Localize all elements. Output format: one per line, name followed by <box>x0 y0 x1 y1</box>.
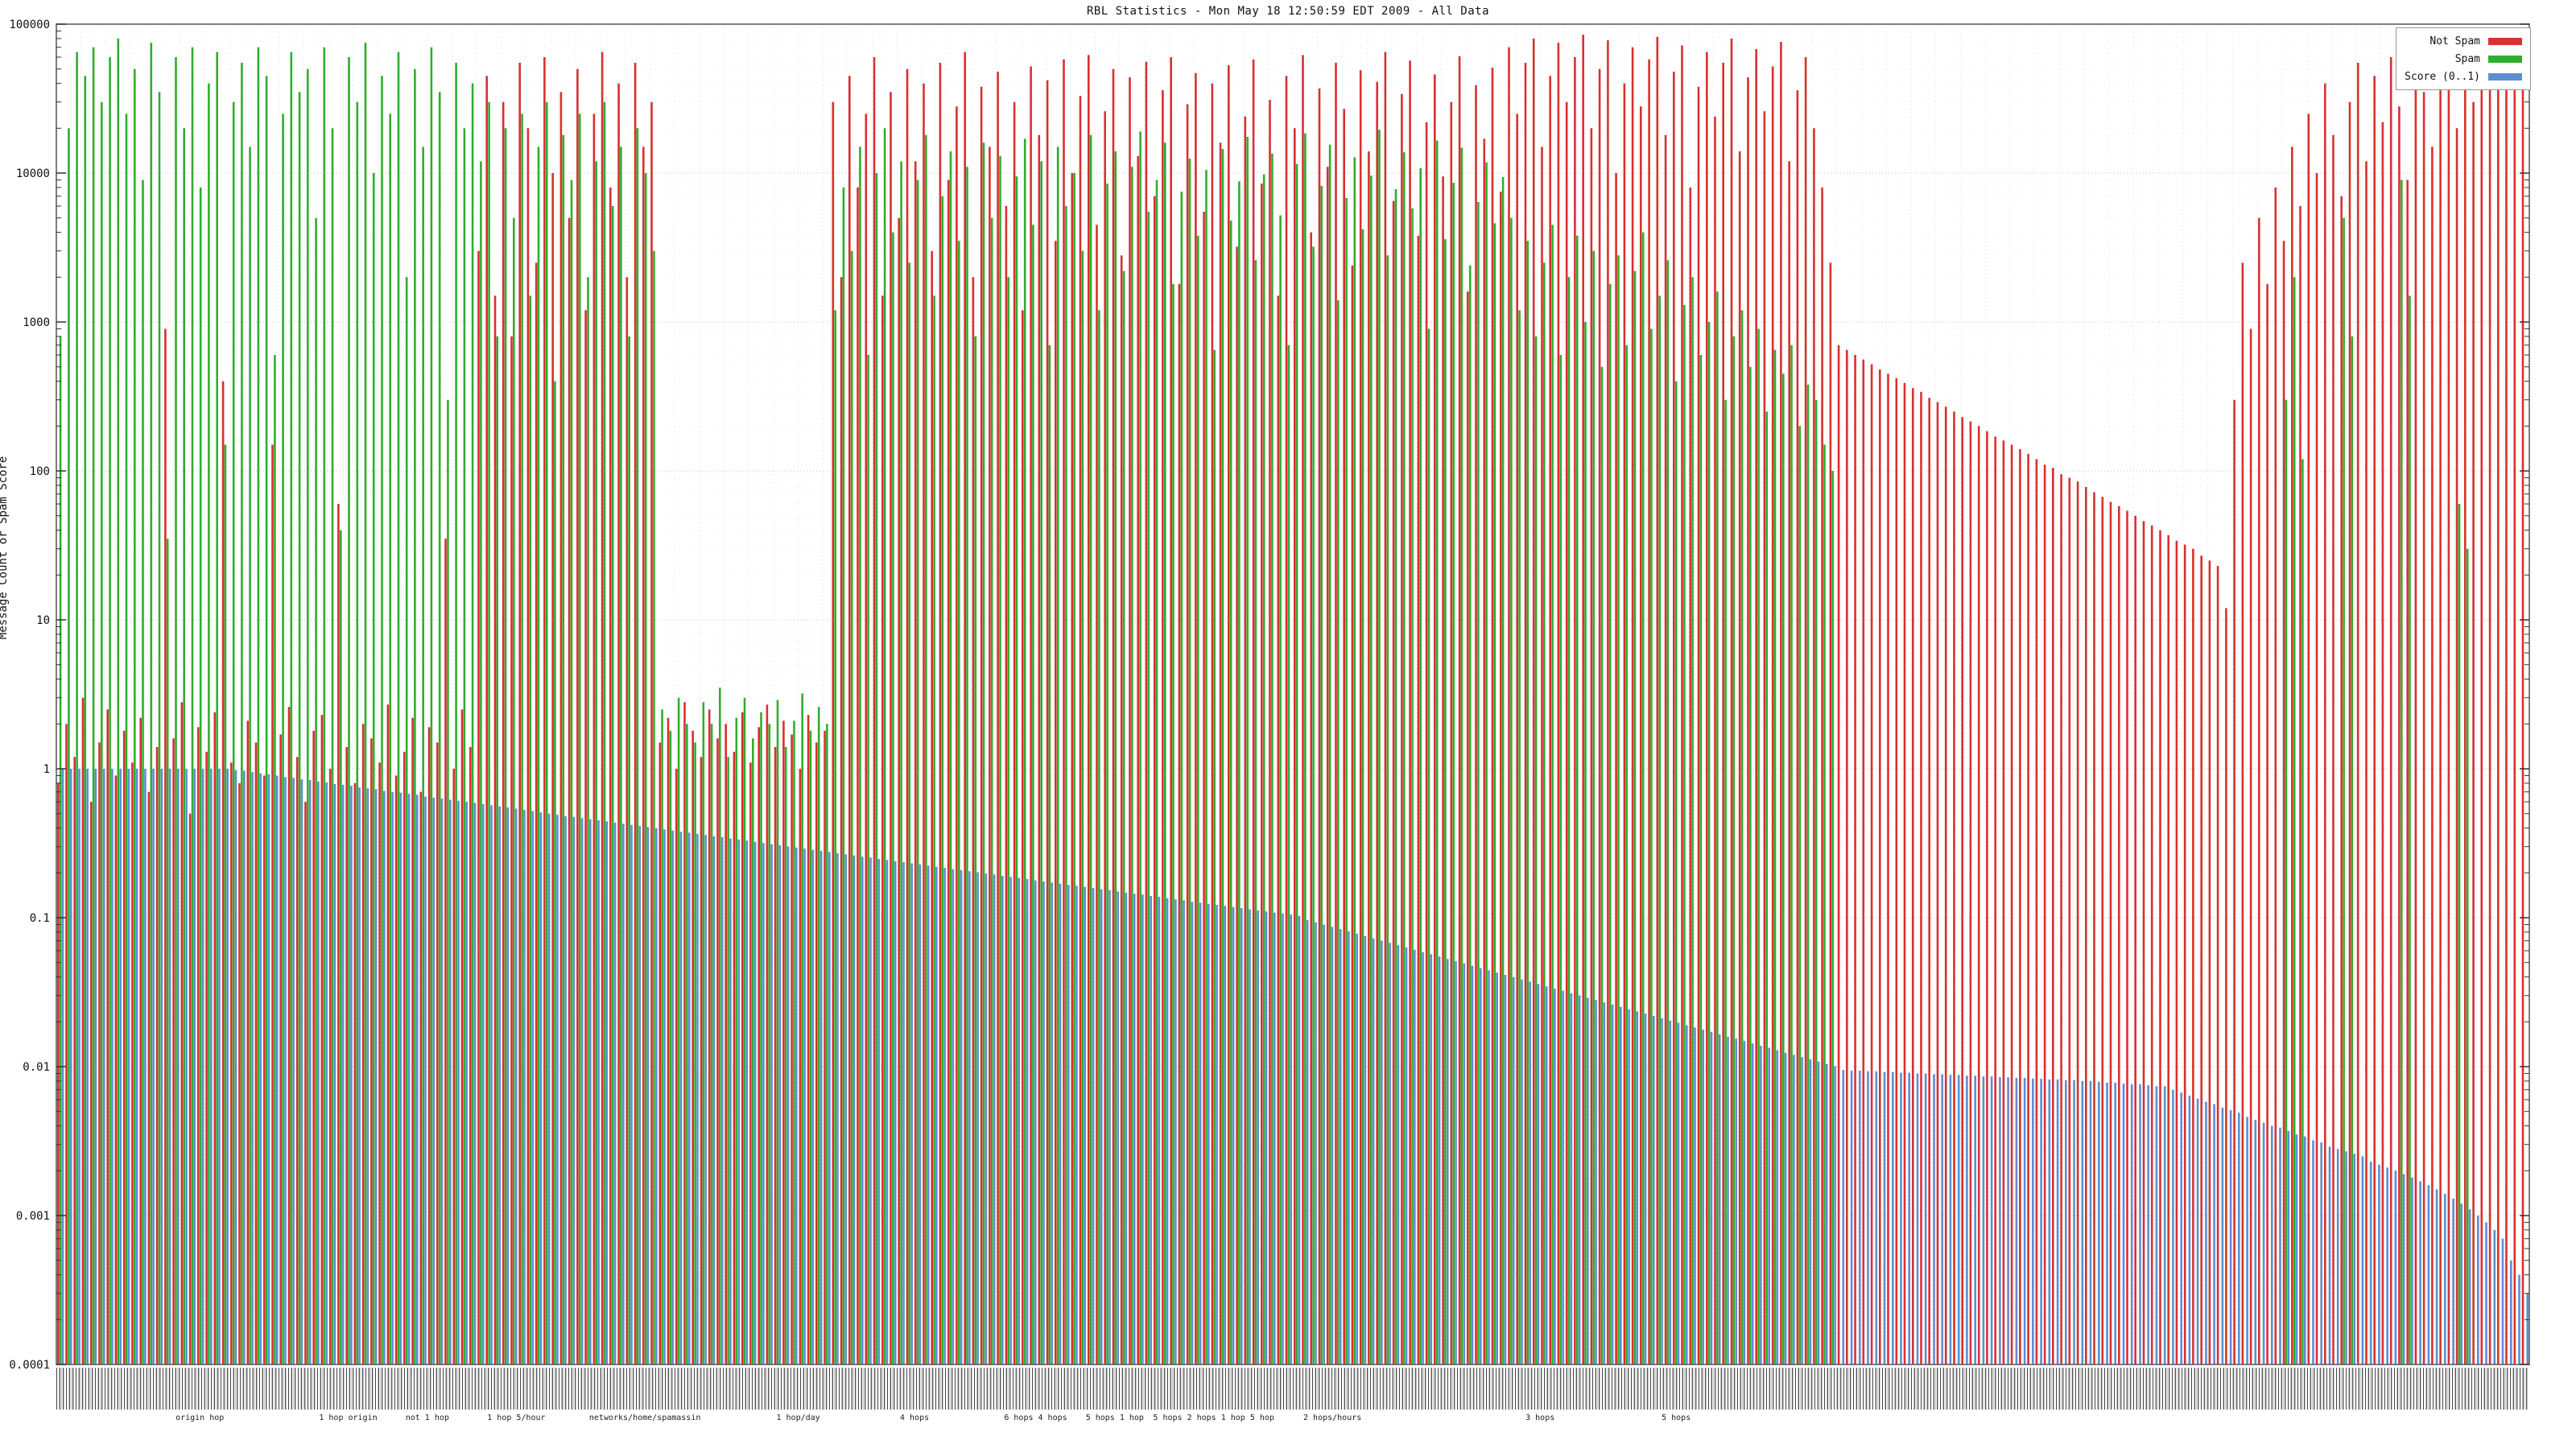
legend-label: Not Spam <box>2429 35 2480 47</box>
y-tick-label: 1 <box>43 763 50 776</box>
x-axis-group-labels: origin hop 1 hop origin not 1 hop 1 hop 5/h… <box>56 1414 2529 1441</box>
x-axis-group-label: 5 hops 2 hops 1 hop 5 hop <box>1153 1414 1274 1422</box>
y-tick-label: 1000 <box>23 316 50 329</box>
legend-swatch <box>2488 55 2522 63</box>
y-tick-label: 0.0001 <box>9 1359 50 1372</box>
y-tick-label: 10000 <box>16 167 50 180</box>
x-axis-group-label: 4 hops <box>899 1414 930 1422</box>
legend-swatch <box>2488 72 2522 80</box>
y-tick-label: 100 <box>30 465 50 478</box>
x-axis-group-label: 1 hop 5/hour <box>487 1414 546 1422</box>
x-axis-group-label: 6 hops 4 hops <box>1004 1414 1067 1422</box>
series-not-spam <box>57 31 2524 1364</box>
x-axis-group-label: 2 hops/hours <box>1303 1414 1362 1422</box>
x-axis-group-label: 5 hops 1 hop <box>1085 1414 1144 1422</box>
legend-entry: Spam <box>2405 50 2522 68</box>
legend-label: Score (0..1) <box>2405 70 2480 83</box>
x-axis-group-label: networks/home/spamassin <box>588 1414 701 1422</box>
x-axis-group-label: 5 hops <box>1662 1414 1691 1422</box>
x-axis-group-label: not 1 hop <box>405 1414 449 1422</box>
axes: 100000 10000 1000 100 10 1 0.1 0.01 0.001 0.0001 <box>9 19 2530 1372</box>
series-spam <box>59 38 2469 1364</box>
x-axis-group-label: 1 hop/day <box>776 1414 820 1422</box>
x-axis-group-label: 1 hop origin <box>319 1414 378 1422</box>
y-tick-label: 0.1 <box>30 912 50 925</box>
legend-label: Spam <box>2454 52 2480 65</box>
y-tick-label: 100000 <box>9 19 50 31</box>
grid-minor <box>56 31 2529 1320</box>
y-tick-label: 0.001 <box>16 1210 50 1223</box>
legend-entry: Score (0..1) <box>2405 68 2522 85</box>
x-axis-group-label: 3 hops <box>1525 1414 1555 1422</box>
legend: Not Spam Spam Score (0..1) <box>2396 27 2531 90</box>
legend-entry: Not Spam <box>2405 32 2522 50</box>
chart-title: RBL Statistics - Mon May 18 12:50:59 EDT… <box>1086 5 1489 18</box>
legend-swatch <box>2488 37 2522 45</box>
series-score-0-1 <box>61 769 2529 1364</box>
x-axis-group-label: origin hop <box>175 1414 225 1422</box>
y-tick-label: 0.01 <box>23 1061 50 1074</box>
x-axis-dense-labels <box>56 1368 2529 1410</box>
grid-major <box>56 23 2530 1365</box>
y-tick-label: 10 <box>36 614 50 627</box>
